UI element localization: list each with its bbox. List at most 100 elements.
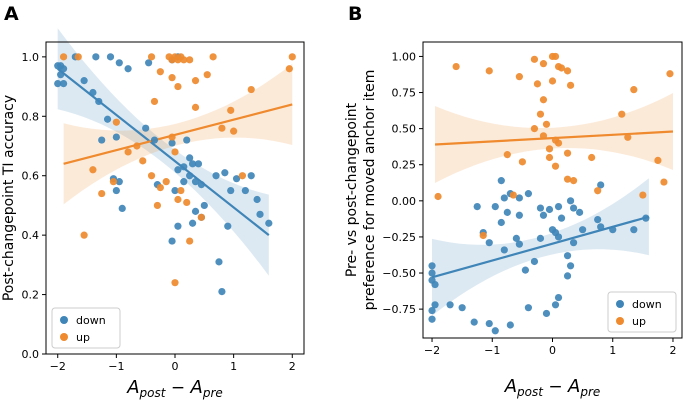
data-point-down <box>59 80 68 88</box>
y-tick-label: 0.00 <box>392 195 417 208</box>
data-point-up <box>503 151 511 159</box>
x-tick-label: −2 <box>424 344 440 357</box>
panel-b-legend-up: up <box>632 315 646 328</box>
data-point-up <box>530 55 539 63</box>
panel-b-y-label-line1: Pre- vs post-changepoint <box>344 102 360 277</box>
data-point-down <box>191 178 200 186</box>
data-point-down <box>92 53 100 61</box>
x-tick-label: 0 <box>549 344 556 357</box>
data-point-up <box>545 153 554 162</box>
data-point-up <box>109 178 118 186</box>
panel-a-legend-marker-down <box>60 316 68 324</box>
data-point-down <box>515 211 523 219</box>
data-point-up <box>285 65 293 73</box>
data-point-down <box>218 288 226 296</box>
data-point-down <box>171 186 179 195</box>
data-point-up <box>536 110 545 118</box>
data-point-up <box>554 139 563 147</box>
data-point-up <box>542 120 551 128</box>
data-point-up <box>59 53 68 61</box>
x-tick-label: 0 <box>172 360 179 373</box>
data-point-up <box>654 156 662 164</box>
data-point-down <box>506 321 514 329</box>
panel-b-y-label-line2: preference for moved anchor item <box>362 70 378 311</box>
data-point-up <box>124 148 132 156</box>
data-point-down <box>566 197 575 205</box>
data-point-down <box>142 124 150 132</box>
data-point-up <box>518 158 526 166</box>
data-point-down <box>554 203 563 211</box>
data-point-up <box>218 124 226 132</box>
data-point-up <box>203 71 211 79</box>
panel-b-label: B <box>348 3 362 25</box>
data-point-down <box>594 216 602 224</box>
data-point-down <box>536 204 545 212</box>
y-tick-label: −0.75 <box>382 303 416 316</box>
data-point-down <box>524 190 533 198</box>
data-point-up <box>171 148 179 156</box>
panel-b-legend-down: down <box>632 298 662 311</box>
data-point-down <box>188 219 197 227</box>
data-point-down <box>112 133 120 141</box>
data-point-down <box>89 88 97 97</box>
data-point-up <box>112 118 120 126</box>
trend-line-down <box>57 67 270 237</box>
data-point-down <box>521 266 529 274</box>
x-tick-label: −2 <box>50 360 66 373</box>
data-point-up <box>171 279 179 287</box>
data-point-down <box>569 239 578 247</box>
data-point-up <box>180 56 188 64</box>
data-point-down <box>446 301 454 309</box>
data-point-down <box>115 178 123 186</box>
data-point-up <box>89 166 97 174</box>
data-point-down <box>576 208 584 216</box>
data-point-up <box>618 110 626 118</box>
data-point-down <box>470 318 478 326</box>
panel-b: B −2 −1 0 1 2 −0.75 −0.50 −0.25 0.00 0.25 0.50 0.7… <box>344 3 683 399</box>
data-point-down <box>428 262 436 270</box>
data-point-up <box>209 53 217 61</box>
data-point-down <box>539 211 548 219</box>
panel-a-trend-lines <box>57 67 293 237</box>
data-point-down <box>485 319 493 328</box>
data-point-down <box>247 172 255 180</box>
data-point-up <box>569 177 578 185</box>
data-point-down <box>174 166 182 174</box>
y-tick-label: −0.50 <box>382 267 416 280</box>
panel-a-x-ticks: −2 −1 0 1 2 <box>50 354 296 373</box>
data-point-up <box>183 198 191 207</box>
data-point-down <box>515 194 523 202</box>
data-point-up <box>139 157 147 165</box>
data-point-down <box>112 186 120 195</box>
data-point-down <box>563 252 572 260</box>
data-point-up <box>452 62 460 71</box>
data-point-up <box>162 178 170 186</box>
data-point-down <box>188 160 197 168</box>
panel-a-points <box>54 53 296 296</box>
data-point-up <box>177 186 185 195</box>
data-point-down <box>80 77 88 85</box>
panel-a-frame <box>45 41 305 355</box>
data-point-down <box>186 172 194 180</box>
data-point-down <box>557 214 566 222</box>
data-point-up <box>434 192 442 201</box>
data-point-up <box>186 56 194 64</box>
data-point-up <box>509 191 517 199</box>
panel-a-y-label: Post-changepoint TI accuracy <box>1 95 17 301</box>
data-point-down <box>630 226 638 234</box>
data-point-down <box>150 136 159 144</box>
data-point-up <box>630 86 638 94</box>
data-point-down <box>458 304 466 312</box>
y-tick-label: 0.4 <box>22 229 40 242</box>
data-point-down <box>183 136 191 144</box>
data-point-down <box>98 136 106 144</box>
data-point-up <box>147 53 156 61</box>
y-tick-label: 0.6 <box>22 170 40 183</box>
panel-b-confidence-bands <box>432 93 673 316</box>
data-point-up <box>485 67 493 75</box>
data-point-up <box>238 172 247 180</box>
data-point-up <box>227 106 235 114</box>
data-point-up <box>660 178 668 186</box>
data-point-down <box>180 178 188 186</box>
